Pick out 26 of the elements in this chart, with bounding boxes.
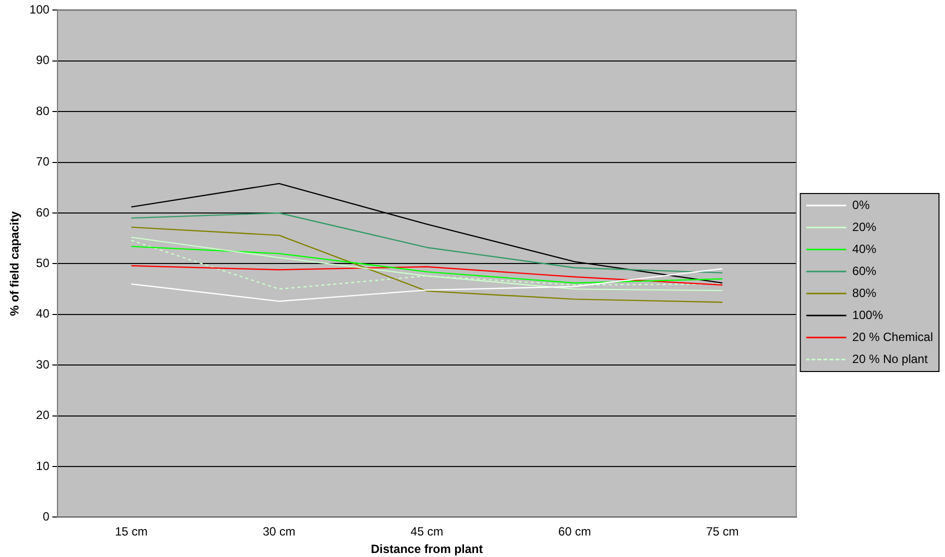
y-tick-label: 0 <box>42 510 50 524</box>
legend-label: 20 % Chemical <box>852 330 933 344</box>
legend-label: 100% <box>852 308 884 322</box>
x-axis-title: Distance from plant <box>370 542 483 556</box>
legend-label: 80% <box>852 286 877 300</box>
y-tick-label: 30 <box>36 357 50 372</box>
legend-label: 40% <box>852 242 877 256</box>
x-tick-label: 15 cm <box>114 524 148 539</box>
x-tick-label: 60 cm <box>558 524 591 539</box>
legend-label: 60% <box>852 264 877 278</box>
legend-label: 20% <box>852 220 877 234</box>
y-tick-label: 40 <box>36 306 50 321</box>
legend-label: 0% <box>852 198 870 212</box>
x-tick-label: 30 cm <box>262 524 296 539</box>
x-tick-label: 75 cm <box>706 524 739 539</box>
y-tick-label: 50 <box>36 256 50 270</box>
y-tick-label: 80 <box>36 104 50 118</box>
y-tick-label: 100 <box>29 2 50 17</box>
y-tick-label: 60 <box>36 205 50 220</box>
legend-label: 20 % No plant <box>852 352 928 366</box>
y-tick-label: 20 <box>36 408 50 422</box>
y-tick-label: 10 <box>36 458 50 473</box>
y-tick-label: 90 <box>36 53 50 68</box>
y-tick-label: 70 <box>36 154 50 169</box>
x-tick-label: 45 cm <box>410 524 444 539</box>
y-axis-title: % of field capacity <box>8 211 22 316</box>
